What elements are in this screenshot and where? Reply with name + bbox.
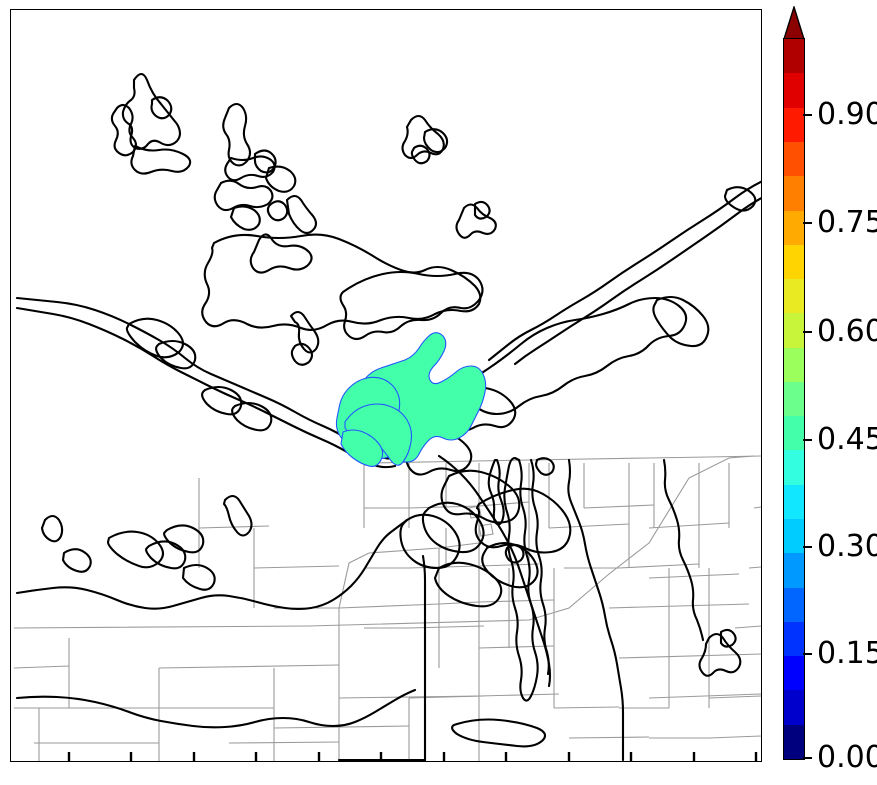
colorbar-tick-0.45 <box>803 439 812 441</box>
colorbar-tick-group: 0.90 0.75 0.60 0.45 0.30 0.15 0.00 <box>779 6 877 776</box>
colorbar-tick-label-0.00: 0.00 <box>817 740 877 775</box>
colorbar-band-6 <box>784 519 804 554</box>
colorbar-tick-0.00 <box>803 757 812 759</box>
map-vector-layer <box>14 73 761 761</box>
colorbar-band-1 <box>784 690 804 725</box>
colorbar-band-3 <box>784 621 804 657</box>
colorbar-tick-label-0.45: 0.45 <box>817 422 877 457</box>
colorbar-tick-0.15 <box>803 653 812 655</box>
colorbar-tick-0.60 <box>803 331 812 333</box>
colorbar-tick-0.90 <box>803 114 812 116</box>
colorbar-tick-0.30 <box>803 546 812 548</box>
colorbar-band-2 <box>784 656 804 691</box>
colorbar-band-17 <box>784 141 804 177</box>
map-panel[interactable] <box>10 9 762 762</box>
colorbar-band-0 <box>784 724 804 759</box>
colorbar-band-7 <box>784 484 804 520</box>
colorbar-tick-label-0.60: 0.60 <box>817 314 877 349</box>
colorbar-band-11 <box>784 347 804 382</box>
axis-tick-marks <box>68 752 758 761</box>
colorbar-tick-label-0.30: 0.30 <box>817 529 877 564</box>
colorbar-band-18 <box>784 107 804 142</box>
colorbar-band-10 <box>784 381 804 417</box>
colorbar[interactable]: 0.90 0.75 0.60 0.45 0.30 0.15 0.00 <box>779 6 877 776</box>
colorbar-band-16 <box>784 176 804 211</box>
shaded-data-region[interactable] <box>336 332 487 468</box>
colorbar-band-8 <box>784 450 804 485</box>
colorbar-band-4 <box>784 587 804 622</box>
colorbar-tick-label-0.15: 0.15 <box>817 636 877 671</box>
colorbar-band-12 <box>784 313 804 348</box>
colorbar-band-14 <box>784 244 804 280</box>
colorbar-tick-0.75 <box>803 222 812 224</box>
colorbar-band-5 <box>784 553 804 588</box>
colorbar-band-19 <box>784 73 804 108</box>
county-borders-layer <box>14 455 761 761</box>
colorbar-tick-label-0.90: 0.90 <box>817 97 877 132</box>
colorbar-band-20 <box>784 39 804 74</box>
colorbar-band-15 <box>784 210 804 245</box>
colorbar-band-13 <box>784 279 804 314</box>
colorbar-tick-label-0.75: 0.75 <box>817 205 877 240</box>
colorbar-gradient-bar[interactable] <box>783 38 805 760</box>
colorbar-band-9 <box>784 416 804 451</box>
colorbar-extend-arrow-icon <box>783 6 805 40</box>
